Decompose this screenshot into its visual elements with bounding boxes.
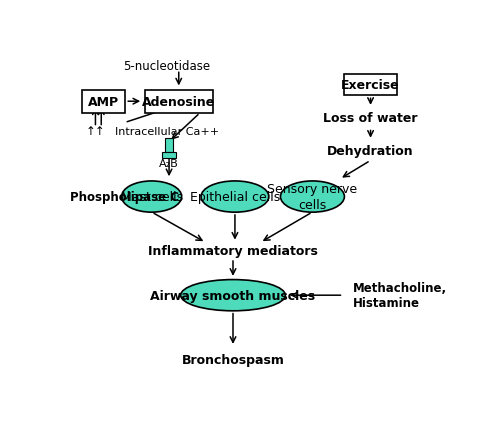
Ellipse shape: [201, 181, 269, 213]
Text: Mast cells: Mast cells: [120, 190, 182, 204]
Ellipse shape: [122, 181, 182, 213]
Text: Exercise: Exercise: [341, 79, 400, 92]
FancyBboxPatch shape: [145, 90, 212, 113]
Text: Airway smooth muscles: Airway smooth muscles: [150, 289, 316, 302]
Ellipse shape: [180, 280, 286, 311]
Text: Sensory nerve
cells: Sensory nerve cells: [268, 183, 358, 212]
Text: A₂B: A₂B: [159, 158, 179, 168]
Text: Epithelial cells: Epithelial cells: [190, 190, 280, 204]
Text: AMP: AMP: [88, 95, 119, 109]
Text: Inflammatory mediators: Inflammatory mediators: [148, 245, 318, 258]
FancyBboxPatch shape: [162, 153, 176, 159]
FancyBboxPatch shape: [165, 139, 173, 153]
Text: Bronchospasm: Bronchospasm: [182, 353, 284, 366]
Text: ↑↑: ↑↑: [86, 125, 105, 138]
Text: Adenosine: Adenosine: [142, 95, 216, 109]
Text: Loss of water: Loss of water: [324, 112, 418, 125]
Ellipse shape: [280, 181, 344, 213]
Text: 5-nucleotidase: 5-nucleotidase: [124, 59, 210, 72]
Text: Dehydration: Dehydration: [327, 145, 414, 158]
Text: Phospholipase C: Phospholipase C: [70, 190, 179, 204]
FancyBboxPatch shape: [82, 90, 124, 113]
FancyBboxPatch shape: [344, 75, 397, 96]
Text: Methacholine,
Histamine: Methacholine, Histamine: [353, 282, 448, 309]
Text: Intracellular Ca++: Intracellular Ca++: [115, 127, 219, 136]
